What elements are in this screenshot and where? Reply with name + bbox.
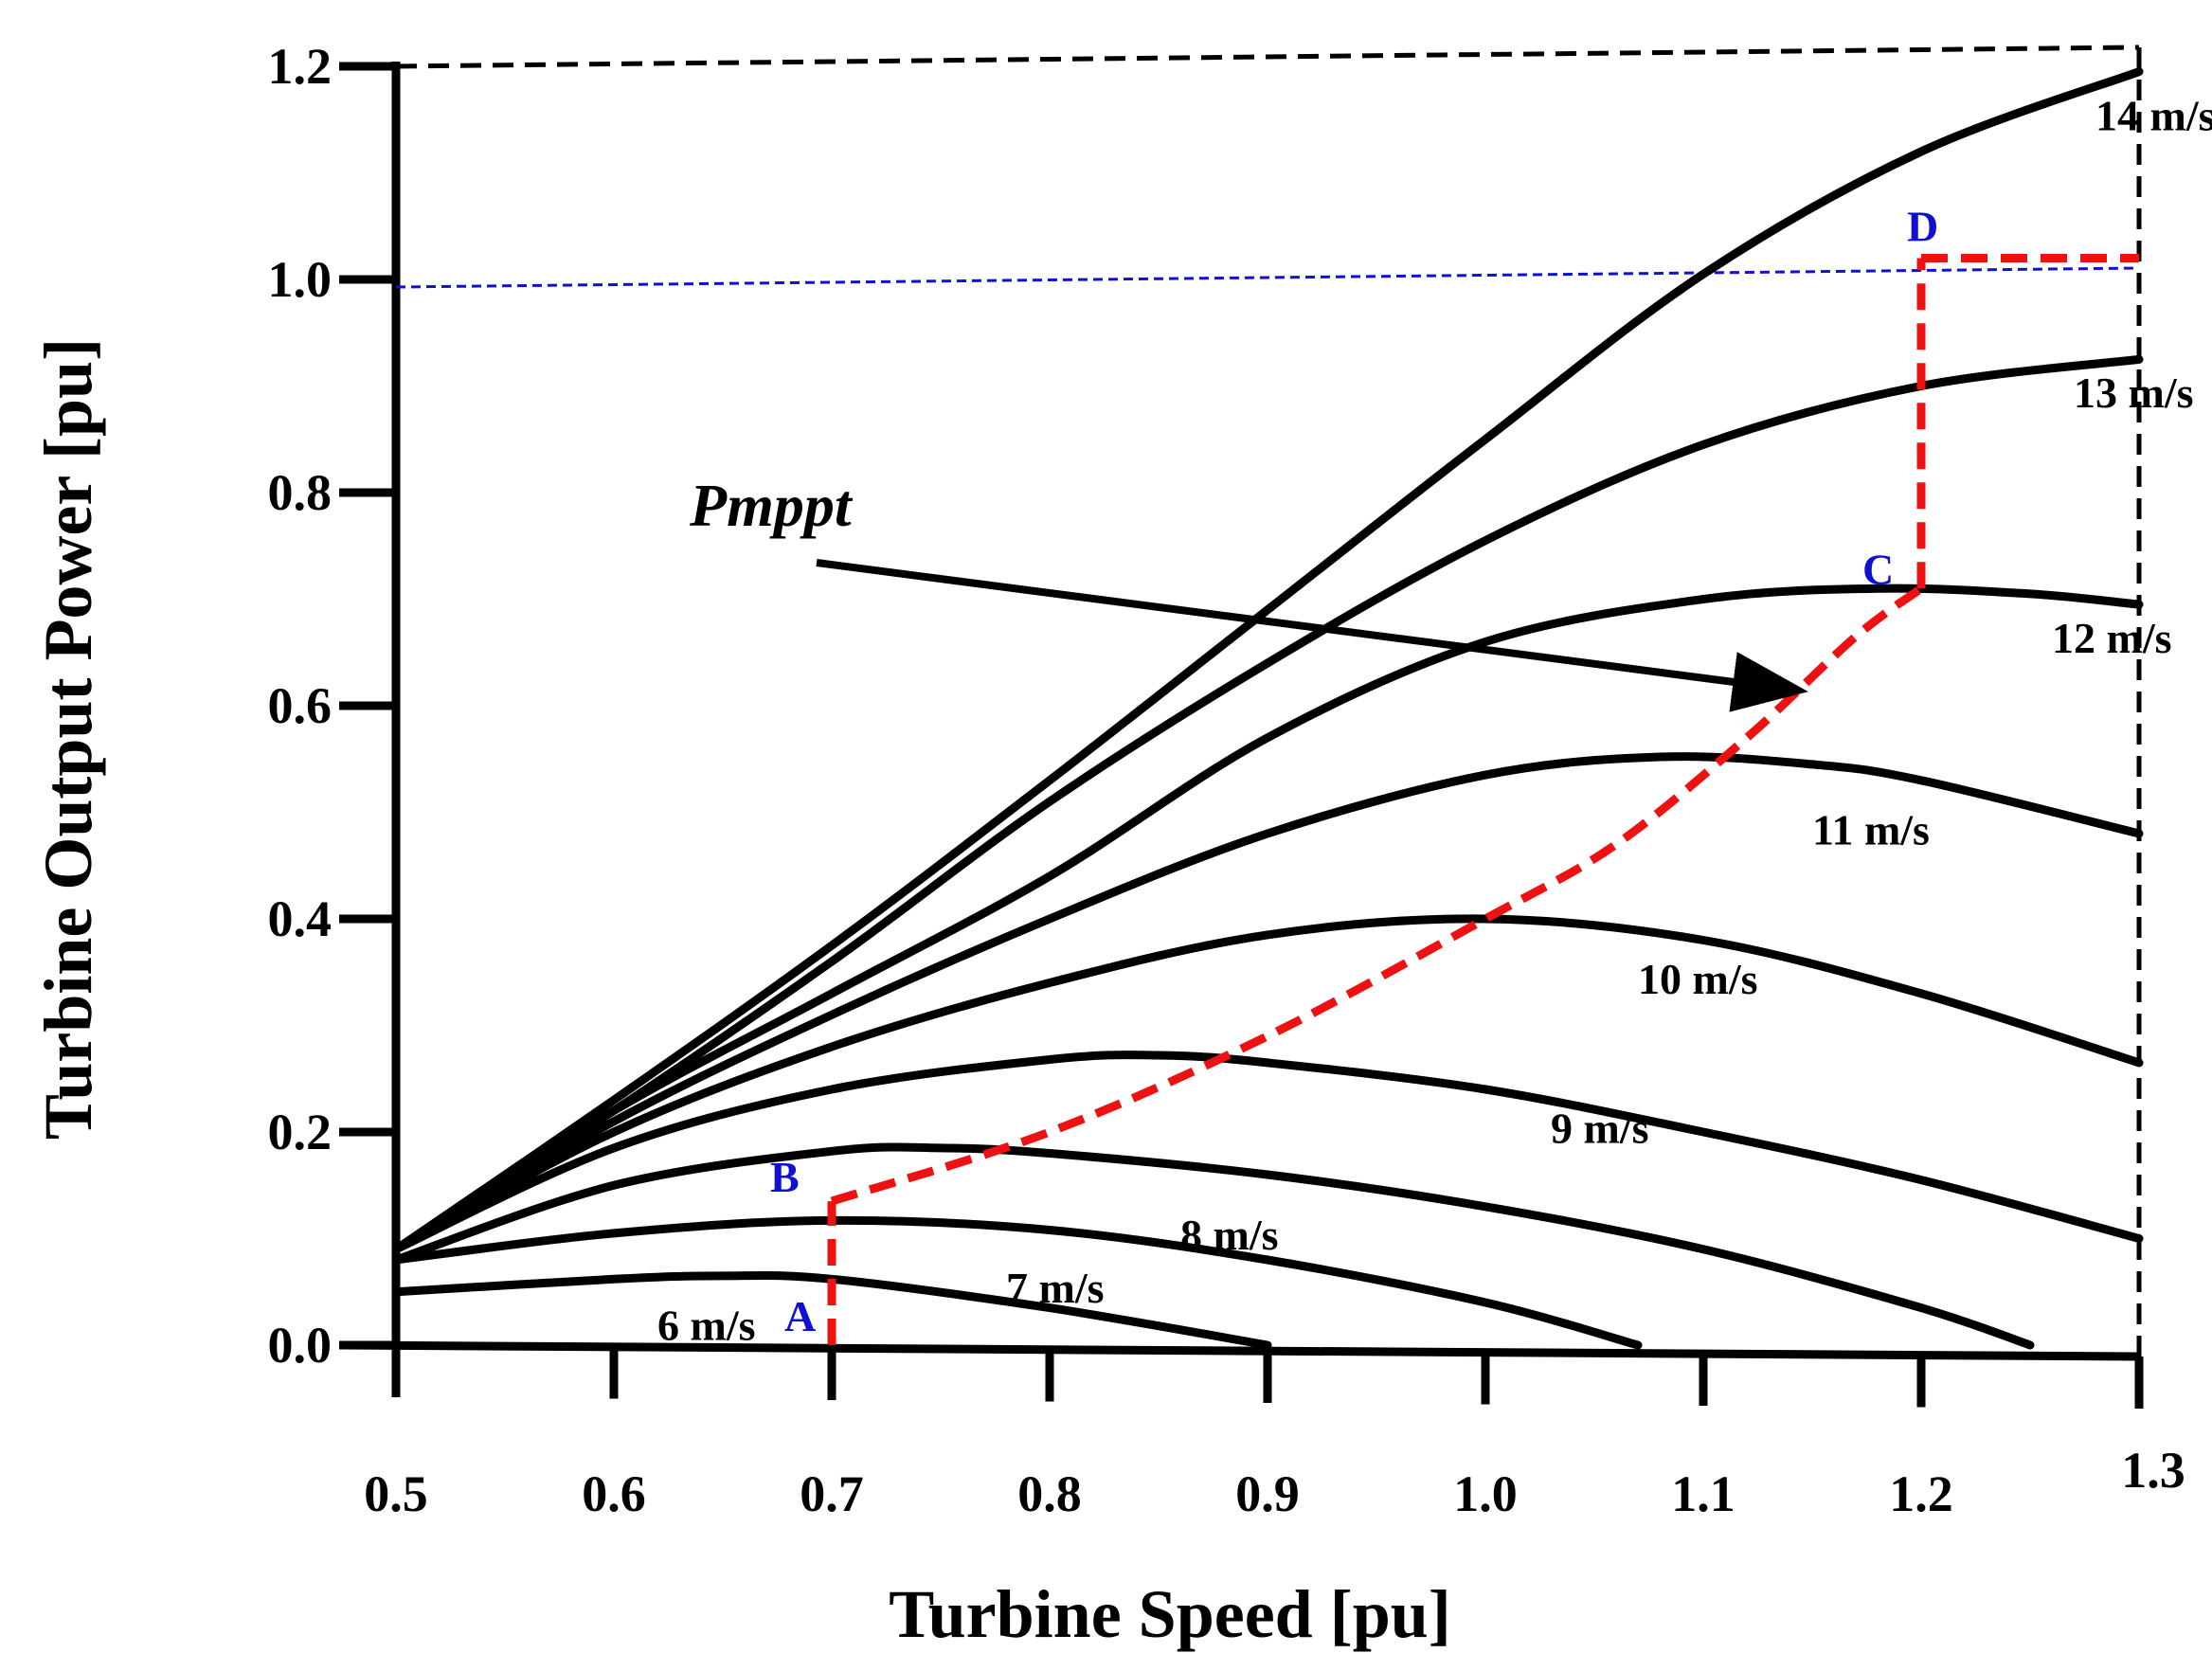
- y-tick-label: 0.2: [268, 1104, 333, 1160]
- curve-12-m-s: [391, 584, 2144, 1254]
- y-tick-label: 0.0: [268, 1317, 333, 1374]
- curve-9-m-s: [391, 1051, 2144, 1254]
- y-axis-title: Turbine Output Power [pu]: [30, 338, 106, 1140]
- curve-6-m-s: [391, 1270, 1272, 1350]
- x-tick-label: 0.8: [1017, 1465, 1082, 1522]
- axis-ticks: 0.0 0.2 0.4 0.6 0.8 1.0 1.2 0.5 0.6 0.7 0.8 0.9 1.0 1…: [268, 38, 2185, 1522]
- curve-label: 11 m/s: [1812, 805, 1930, 853]
- curve-label: 6 m/s: [657, 1301, 756, 1349]
- x-tick-label: 0.7: [800, 1465, 864, 1522]
- reference-lines: [395, 266, 2140, 289]
- curve-13-m-s: [391, 354, 2144, 1254]
- y-tick-label: 0.8: [268, 464, 333, 521]
- curve-label: 9 m/s: [1551, 1104, 1649, 1152]
- mppt-path-group: [827, 254, 2139, 1345]
- point-label-c: C: [1862, 545, 1894, 593]
- wind-speed-curves: [391, 67, 2144, 1350]
- point-label-d: D: [1907, 203, 1938, 251]
- curve-label: 10 m/s: [1638, 955, 1758, 1003]
- curve-14-m-s: [391, 67, 2144, 1254]
- pmppt-label: Pmppt: [689, 472, 854, 539]
- x-tick-label: 1.0: [1453, 1465, 1518, 1522]
- curve-label: 8 m/s: [1180, 1211, 1279, 1259]
- curve-10-m-s: [391, 914, 2144, 1254]
- curve-label: 7 m/s: [1006, 1264, 1105, 1312]
- x-tick-label: 1.2: [1889, 1465, 1953, 1522]
- curve-label: 12 m/s: [2052, 614, 2172, 662]
- y-tick-label: 1.0: [268, 251, 333, 308]
- y-tick-label: 1.2: [268, 38, 333, 95]
- x-axis-line: [338, 1340, 2140, 1361]
- x-tick-label: 1.1: [1671, 1465, 1735, 1522]
- pmppt-arrow: [816, 559, 1808, 712]
- curve-11-m-s: [391, 752, 2144, 1254]
- rated-power-line: [395, 266, 2140, 289]
- x-tick-label: 0.9: [1235, 1465, 1300, 1522]
- plot-frame: [338, 45, 2142, 1361]
- curve-label: 14 m/s: [2095, 92, 2212, 140]
- point-label-b: B: [770, 1153, 800, 1201]
- x-tick-label: 0.6: [582, 1465, 646, 1522]
- mppt-segment-bc: [830, 584, 1924, 1206]
- curve-label: 13 m/s: [2074, 368, 2194, 417]
- y-tick-label: 0.6: [268, 677, 333, 734]
- x-axis-title: Turbine Speed [pu]: [889, 1576, 1451, 1652]
- x-tick-label: 1.3: [2121, 1442, 2185, 1499]
- x-tick-label: 0.5: [364, 1465, 428, 1522]
- y-tick-label: 0.4: [268, 890, 333, 947]
- point-label-a: A: [784, 1292, 816, 1340]
- top-border-dashed: [395, 45, 2140, 69]
- curve-7-m-s: [391, 1215, 1643, 1350]
- curve-8-m-s: [391, 1142, 2035, 1350]
- chart-labels: 6 m/s 7 m/s 8 m/s 9 m/s 10 m/s 11 m/s 12 m/s 13…: [657, 92, 2212, 1350]
